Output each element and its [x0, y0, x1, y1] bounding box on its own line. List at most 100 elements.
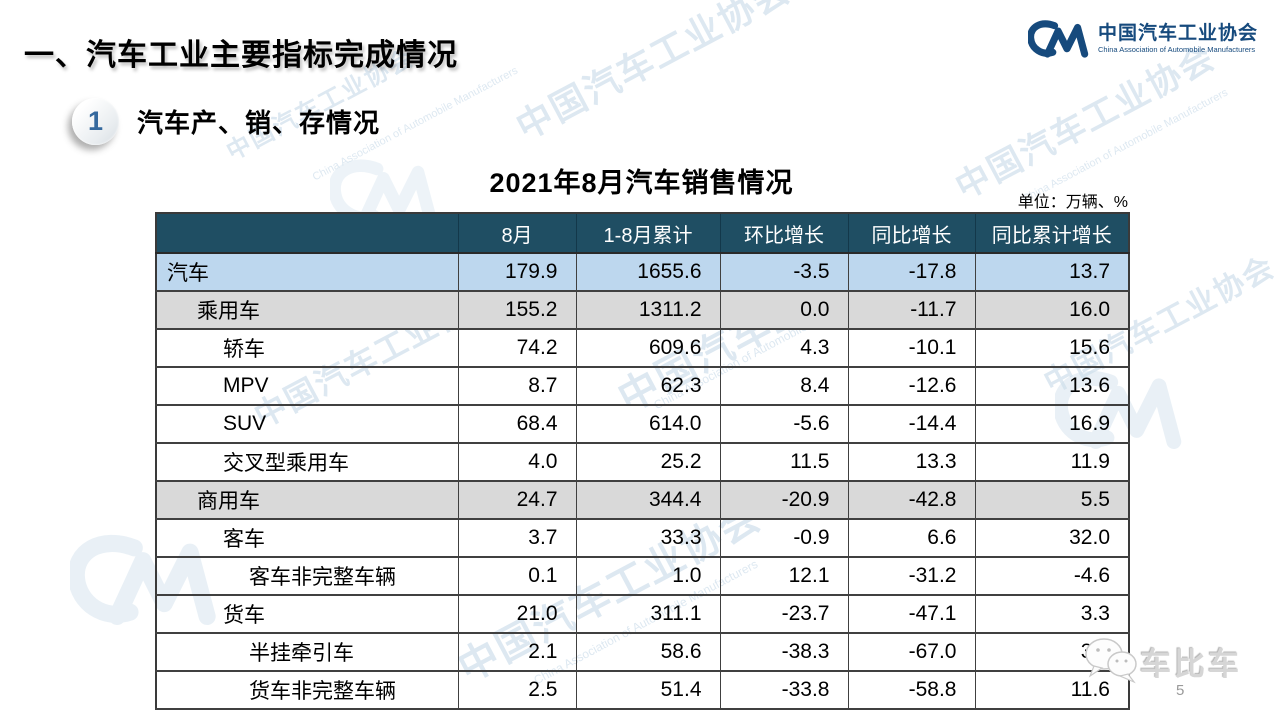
- value-cell: -38.3: [719, 632, 849, 672]
- value-cell: 12.1: [719, 556, 849, 596]
- table-row: 客车非完整车辆 0.1 1.0 12.1 -31.2 -4.6: [155, 556, 1130, 596]
- value-cell: 8.7: [457, 366, 577, 406]
- value-cell: -10.1: [847, 328, 976, 368]
- value-cell: -5.6: [719, 404, 849, 444]
- value-cell: 33.3: [575, 518, 721, 558]
- row-label: 客车非完整车辆: [155, 556, 459, 596]
- value-cell: -3.5: [719, 252, 849, 292]
- row-label: 汽车: [155, 252, 459, 292]
- value-cell: 6.6: [847, 518, 976, 558]
- subsection-title: 汽车产、销、存情况: [137, 108, 381, 138]
- value-cell: 16.0: [974, 290, 1130, 330]
- value-cell: 3.3: [974, 594, 1130, 634]
- row-label: 交叉型乘用车: [155, 442, 459, 482]
- value-cell: -47.1: [847, 594, 976, 634]
- value-cell: 13.3: [847, 442, 976, 482]
- wechat-icon: [1085, 638, 1137, 684]
- value-cell: -4.6: [974, 556, 1130, 596]
- caam-logo-name-cn: 中国汽车工业协会: [1097, 23, 1258, 44]
- value-cell: 179.9: [457, 252, 577, 292]
- table-header-row: 8月 1-8月累计 环比增长 同比增长 同比累计增长: [155, 212, 1130, 254]
- value-cell: 11.6: [974, 670, 1130, 710]
- value-cell: 25.2: [575, 442, 721, 482]
- watermark-text: 中国汽车工业协会: [509, 0, 798, 148]
- value-cell: 62.3: [575, 366, 721, 406]
- row-label: SUV: [155, 404, 459, 444]
- value-cell: -14.4: [847, 404, 976, 444]
- value-cell: 32.0: [974, 518, 1130, 558]
- row-label: 货车非完整车辆: [155, 670, 459, 710]
- column-header: 环比增长: [719, 212, 849, 254]
- value-cell: 1311.2: [575, 290, 721, 330]
- value-cell: 4.3: [719, 328, 849, 368]
- caam-logo-icon: [1027, 20, 1089, 58]
- table-row: 汽车 179.9 1655.6 -3.5 -17.8 13.7: [155, 252, 1130, 292]
- value-cell: 8.4: [719, 366, 849, 406]
- value-cell: 11.9: [974, 442, 1130, 482]
- value-cell: 58.6: [575, 632, 721, 672]
- sales-table: 8月 1-8月累计 环比增长 同比增长 同比累计增长 汽车 179.9 1655.6 -3.5…: [155, 212, 1130, 710]
- table-row: 乘用车 155.2 1311.2 0.0 -11.7 16.0: [155, 290, 1130, 330]
- table-row: 商用车 24.7 344.4 -20.9 -42.8 5.5: [155, 480, 1130, 520]
- value-cell: -17.8: [847, 252, 976, 292]
- page-title: 一、汽车工业主要指标完成情况: [24, 39, 458, 72]
- column-header: 8月: [457, 212, 577, 254]
- value-cell: 155.2: [457, 290, 577, 330]
- value-cell: 16.9: [974, 404, 1130, 444]
- value-cell: 344.4: [575, 480, 721, 520]
- value-cell: -20.9: [719, 480, 849, 520]
- value-cell: 24.7: [457, 480, 577, 520]
- row-label: 轿车: [155, 328, 459, 368]
- value-cell: 5.5: [974, 480, 1130, 520]
- value-cell: 74.2: [457, 328, 577, 368]
- value-cell: 1655.6: [575, 252, 721, 292]
- value-cell: -67.0: [847, 632, 976, 672]
- value-cell: 68.4: [457, 404, 577, 444]
- value-cell: -42.8: [847, 480, 976, 520]
- row-label: 半挂牵引车: [155, 632, 459, 672]
- value-cell: -23.7: [719, 594, 849, 634]
- value-cell: 13.7: [974, 252, 1130, 292]
- value-cell: 11.5: [719, 442, 849, 482]
- value-cell: 13.6: [974, 366, 1130, 406]
- value-cell: 3.7: [457, 518, 577, 558]
- value-cell: 0.0: [719, 290, 849, 330]
- table-row: MPV 8.7 62.3 8.4 -12.6 13.6: [155, 366, 1130, 406]
- table-row: 客车 3.7 33.3 -0.9 6.6 32.0: [155, 518, 1130, 558]
- table-row: 轿车 74.2 609.6 4.3 -10.1 15.6: [155, 328, 1130, 368]
- row-label: 客车: [155, 518, 459, 558]
- table-row: 货车 21.0 311.1 -23.7 -47.1 3.3: [155, 594, 1130, 634]
- subsection-header: 1 汽车产、销、存情况: [72, 98, 380, 145]
- column-header: 同比累计增长: [974, 212, 1130, 254]
- value-cell: -58.8: [847, 670, 976, 710]
- caam-logo-text: 中国汽车工业协会 China Association of Automobile…: [1098, 23, 1258, 55]
- table-row: 交叉型乘用车 4.0 25.2 11.5 13.3 11.9: [155, 442, 1130, 482]
- table-row: SUV 68.4 614.0 -5.6 -14.4 16.9: [155, 404, 1130, 444]
- row-label: 商用车: [155, 480, 459, 520]
- row-label: 乘用车: [155, 290, 459, 330]
- value-cell: -31.2: [847, 556, 976, 596]
- value-cell: 1.0: [575, 556, 721, 596]
- page-number: 5: [1176, 682, 1185, 699]
- value-cell: 614.0: [575, 404, 721, 444]
- value-cell: 2.5: [457, 670, 577, 710]
- value-cell: 51.4: [575, 670, 721, 710]
- value-cell: -33.8: [719, 670, 849, 710]
- value-cell: 311.1: [575, 594, 721, 634]
- caam-logo: 中国汽车工业协会 China Association of Automobile…: [1027, 16, 1258, 62]
- column-header: 同比增长: [847, 212, 976, 254]
- value-cell: 2.1: [457, 632, 577, 672]
- value-cell: -11.7: [847, 290, 976, 330]
- value-cell: 15.6: [974, 328, 1130, 368]
- value-cell: 21.0: [457, 594, 577, 634]
- caam-logo-name-en: China Association of Automobile Manufact…: [1097, 45, 1256, 54]
- value-cell: -12.6: [847, 366, 976, 406]
- value-cell: 609.6: [575, 328, 721, 368]
- table-row: 货车非完整车辆 2.5 51.4 -33.8 -58.8 11.6: [155, 670, 1130, 710]
- row-label: MPV: [155, 366, 459, 406]
- unit-label: 单位：万辆、%: [1017, 194, 1128, 211]
- table-title: 2021年8月汽车销售情况: [489, 168, 794, 198]
- value-cell: 0.1: [457, 556, 577, 596]
- section-number-badge: 1: [72, 98, 119, 145]
